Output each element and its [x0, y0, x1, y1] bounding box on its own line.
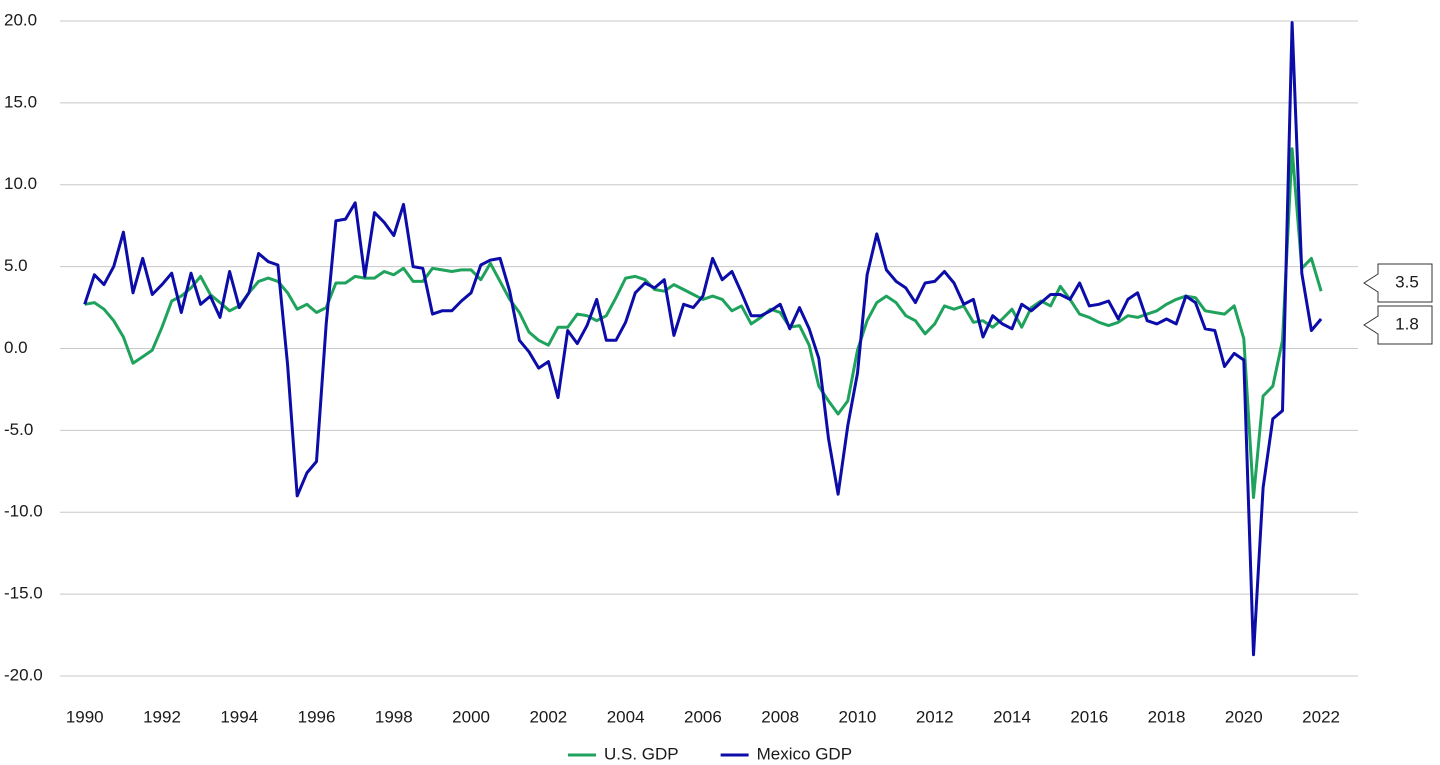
x-tick-label: 2022: [1302, 707, 1340, 726]
y-tick-label: 10.0: [4, 174, 37, 193]
end-value-label: 1.8: [1395, 314, 1419, 333]
x-tick-label: 2008: [761, 707, 799, 726]
callout-box: [1363, 305, 1433, 345]
series-line: [83, 21, 1323, 657]
x-tick-label: 1992: [143, 707, 181, 726]
y-tick-label: 20.0: [4, 10, 37, 29]
x-tick-label: 2020: [1225, 707, 1263, 726]
y-tick-label: -20.0: [4, 665, 43, 684]
legend-label: U.S. GDP: [604, 744, 679, 763]
end-callout: 3.5: [1363, 263, 1433, 303]
x-tick-label: 2016: [1070, 707, 1108, 726]
x-tick-label: 2018: [1148, 707, 1186, 726]
y-tick-label: -5.0: [4, 420, 33, 439]
x-tick-label: 2010: [839, 707, 877, 726]
legend-label: Mexico GDP: [757, 744, 852, 763]
x-tick-label: 2004: [607, 707, 645, 726]
y-tick-label: -15.0: [4, 584, 43, 603]
x-tick-label: 2000: [452, 707, 490, 726]
x-tick-label: 2012: [916, 707, 954, 726]
x-tick-label: 1996: [298, 707, 336, 726]
x-tick-label: 1994: [220, 707, 258, 726]
x-tick-label: 2014: [993, 707, 1031, 726]
end-value-label: 3.5: [1395, 272, 1419, 291]
x-tick-label: 1990: [66, 707, 104, 726]
y-tick-label: 0.0: [4, 338, 28, 357]
x-tick-label: 2002: [529, 707, 567, 726]
end-callout: 1.8: [1363, 305, 1433, 345]
y-tick-label: 15.0: [4, 92, 37, 111]
callout-box: [1363, 263, 1433, 303]
x-tick-label: 2006: [684, 707, 722, 726]
y-tick-label: 5.0: [4, 256, 28, 275]
series-line: [84, 147, 1323, 499]
x-tick-label: 1998: [375, 707, 413, 726]
y-tick-label: -10.0: [4, 502, 43, 521]
